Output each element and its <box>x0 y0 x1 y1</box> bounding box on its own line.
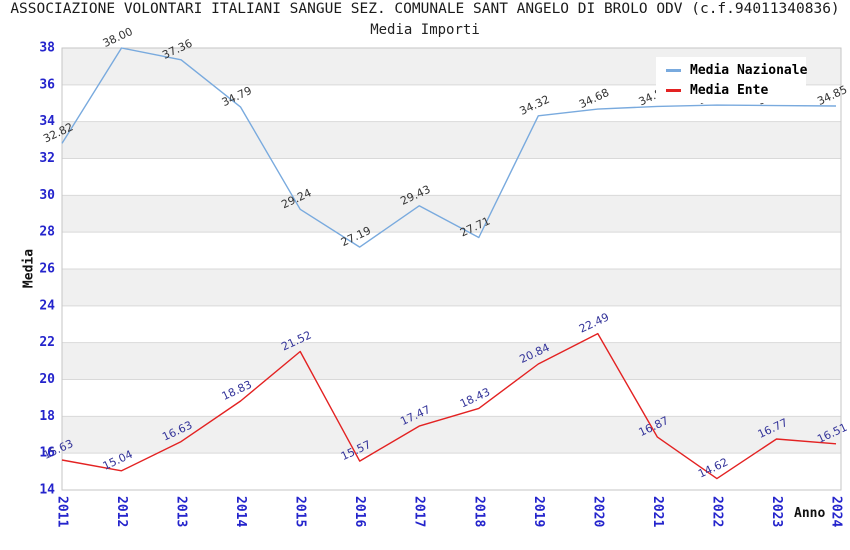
plot-band <box>62 342 841 380</box>
y-tick-label: 22 <box>39 335 55 350</box>
y-tick-label: 20 <box>39 372 55 387</box>
y-tick-label: 26 <box>39 262 55 277</box>
y-tick-label: 16 <box>39 446 55 461</box>
y-tick-label: 18 <box>39 409 55 424</box>
legend-item-media-ente: Media Ente <box>666 83 806 98</box>
x-tick-label: 2014 <box>233 496 248 527</box>
y-tick-label: 24 <box>39 298 55 313</box>
media-ente-value-label: 18.83 <box>220 378 254 403</box>
media-ente-value-label: 18.43 <box>458 385 492 410</box>
media-nazionale-value-label: 34.85 <box>815 83 849 108</box>
media-ente-line <box>61 332 837 480</box>
x-tick-label: 2011 <box>55 496 70 527</box>
y-tick-label: 32 <box>39 151 55 166</box>
plot-band <box>62 121 841 159</box>
y-tick-label: 34 <box>39 114 55 129</box>
plot-border <box>61 47 842 491</box>
plot-band <box>62 269 841 306</box>
media-ente-value-label: 15.63 <box>41 437 75 462</box>
media-nazionale-value-label: 34.68 <box>577 86 611 111</box>
x-tick-label: 2016 <box>352 496 367 527</box>
chart-title: ASSOCIAZIONE VOLONTARI ITALIANI SANGUE S… <box>10 1 840 17</box>
legend-label-media-ente: Media Ente <box>690 82 769 98</box>
x-tick-label: 2019 <box>531 496 546 527</box>
media-ente-line-swatch <box>666 88 681 92</box>
y-tick-label: 36 <box>39 77 55 92</box>
x-tick-label: 2022 <box>709 496 724 527</box>
x-tick-label: 2015 <box>293 496 308 527</box>
y-tick-label: 30 <box>39 188 55 203</box>
plot-band <box>62 195 841 233</box>
y-tick-label: 14 <box>39 483 55 498</box>
x-tick-label: 2021 <box>650 496 665 527</box>
media-nazionale-line-swatch <box>666 68 681 72</box>
x-tick-label: 2023 <box>769 496 784 527</box>
x-tick-label: 2020 <box>590 496 605 527</box>
x-tick-label: 2024 <box>829 496 844 527</box>
legend-item-media-nazionale: Media Nazionale <box>666 62 808 78</box>
x-tick-label: 2017 <box>412 496 427 527</box>
y-tick-label: 38 <box>39 41 55 56</box>
x-tick-label: 2018 <box>471 496 486 527</box>
media-nazionale-value-label: 38.00 <box>101 25 135 50</box>
media-ente-value-label: 14.62 <box>696 456 730 481</box>
media-ente-value-label: 22.49 <box>577 311 611 336</box>
legend: Media Nazionale Media Ente <box>656 57 808 103</box>
media-nazionale-value-label: 34.79 <box>220 84 254 109</box>
chart-subtitle: Media Importi <box>370 22 480 38</box>
x-tick-label: 2012 <box>114 496 129 527</box>
media-nazionale-value-label: 34.32 <box>518 93 552 118</box>
x-axis-title: Anno <box>794 506 826 521</box>
legend-label-media-nazionale: Media Nazionale <box>690 62 808 78</box>
media-nazionale-line <box>61 47 837 248</box>
x-tick-label: 2013 <box>174 496 189 527</box>
y-tick-label: 28 <box>39 225 55 240</box>
